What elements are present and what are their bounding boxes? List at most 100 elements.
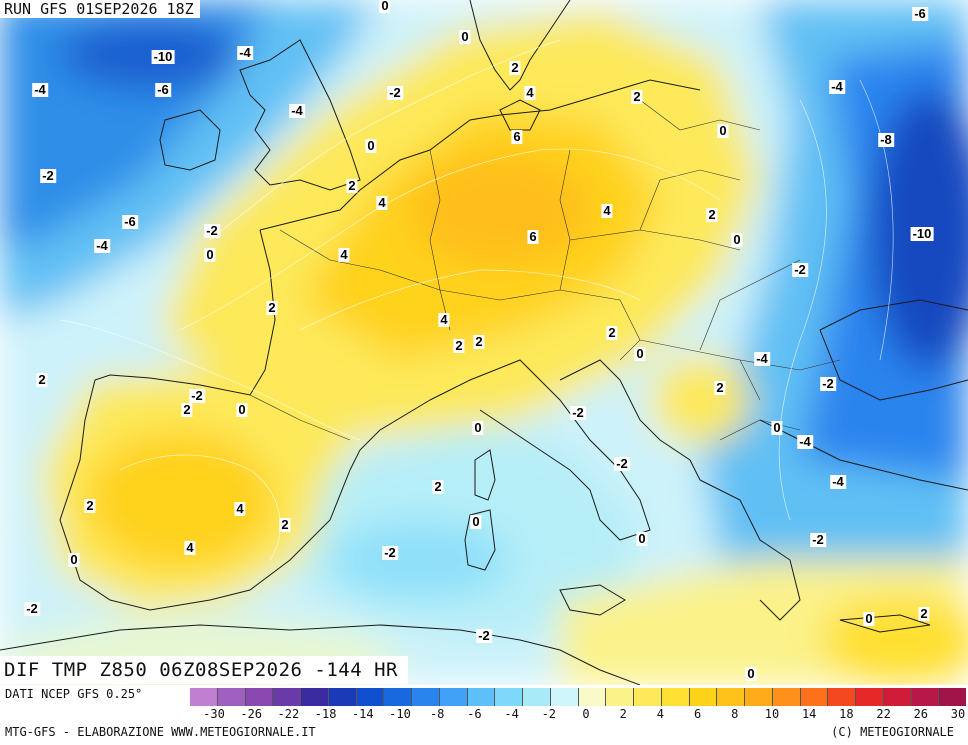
anomaly-value-label: -4 [754,351,770,366]
anomaly-value-label: 0 [636,531,648,546]
anomaly-value-label: -2 [614,456,630,471]
data-source: DATI NCEP GFS 0.25° [5,687,143,701]
anomaly-value-label: 0 [472,420,484,435]
anomaly-value-label: -2 [476,628,492,643]
colorbar-tick-label: 30 [950,707,966,721]
colorbar-tick-label: -10 [389,707,411,721]
anomaly-value-label: -6 [122,214,138,229]
anomaly-value-label: 0 [634,346,646,361]
isolines [59,39,894,561]
colorbar-swatch [800,688,829,706]
anomaly-value-label: -2 [810,532,826,547]
colorbar-tick-label: 10 [764,707,780,721]
colorbar-tick-label: 0 [582,707,590,721]
colorbar-swatch [689,688,718,706]
anomaly-value-label: -2 [204,223,220,238]
anomaly-value-label: 0 [204,247,216,262]
colorbar-tick-label: 4 [656,707,665,721]
colorbar-swatch [495,688,523,706]
anomaly-value-label: -2 [387,85,403,100]
colorbar-tick-label: -2 [541,707,557,721]
anomaly-value-label: -4 [829,79,845,94]
colorbar-swatch [439,688,468,706]
colorbar-tick-label: -14 [351,707,374,721]
anomaly-value-label: 6 [511,129,523,144]
temperature-anomaly-map: -6 0 -4 -10 0 2 -4 -6 4 -2 -4 -4 2 0 6 0 -8 -2 2 4 -6 4 2 -2 6 0-… [0,0,968,685]
anomaly-value-label: -4 [94,238,110,253]
colorbar-swatch [634,688,662,706]
colorbar-tick-label: -4 [504,707,519,721]
anomaly-value-label: 4 [376,195,388,210]
anomaly-value-label: -4 [830,474,846,489]
colorbar-swatch [828,688,856,706]
colorbar-ticks: -30 -26 -22 -18 -14 -10 -8 -6 -4 -2 0 2 4 6 8 10 14 18 22 2… [190,707,966,723]
anomaly-value-label: 4 [601,203,613,218]
anomaly-value-label: -10 [151,49,175,64]
anomaly-value-label: -2 [382,545,398,560]
legend-footer: DATI NCEP GFS 0.25° -30 -26 -22 -18 -14 -10 -8… [0,685,968,745]
colorbar-tick-label: -22 [277,707,300,721]
anomaly-value-label: 4 [338,247,350,262]
anomaly-value-label: 2 [918,606,930,621]
anomaly-value-label: 4 [524,85,536,100]
colorbar-tick-label: 8 [731,707,739,721]
colorbar-swatch [273,688,301,706]
colorbar-swatch [939,688,966,706]
colorbar-swatch [911,688,940,706]
anomaly-value-label: -2 [570,405,586,420]
anomaly-value-label: 6 [527,229,539,244]
anomaly-value-label: 0 [863,611,875,626]
anomaly-value-label: -6 [155,82,171,97]
colorbar-swatch [523,688,551,706]
anomaly-value-label: -4 [237,45,253,60]
anomaly-value-label: 2 [266,300,278,315]
anomaly-value-label: 2 [714,380,726,395]
anomaly-value-label: 2 [706,207,718,222]
anomaly-value-label: 4 [184,540,196,555]
colorbar-swatch [356,688,385,706]
anomaly-value-label: 0 [68,552,80,567]
anomaly-value-label: 0 [379,0,391,13]
anomaly-value-label: 2 [432,479,444,494]
anomaly-value-label: -2 [820,376,836,391]
colorbar-swatch [301,688,329,706]
colorbar-tick-label: 6 [693,707,702,721]
colorbar-swatch [745,688,773,706]
colorbar-swatch [328,688,357,706]
colorbar-tick-label: -26 [240,707,263,721]
colorbar-tick-label: -6 [467,707,482,721]
anomaly-value-label: -10 [910,226,934,241]
colorbar-tick-label: 26 [913,707,929,721]
field-label: DIF TMP Z850 06Z08SEP2026 -144 HR [0,656,408,684]
anomaly-value-label: -8 [878,132,894,147]
credit-text: MTG-GFS - ELABORAZIONE WWW.METEOGIORNALE… [5,725,316,739]
anomaly-value-label: -6 [912,6,928,21]
colorbar-swatch [856,688,884,706]
coastlines [0,0,968,685]
anomaly-value-label: -2 [189,388,205,403]
colorbar-tick-label: 14 [801,707,817,721]
anomaly-value-label: -4 [32,82,48,97]
colorbar-swatch [883,688,912,706]
anomaly-value-label: 2 [631,89,643,104]
country-borders [249,99,841,441]
anomaly-value-label: 2 [509,60,521,75]
anomaly-value-label: 0 [365,138,377,153]
colorbar-tick-label: -8 [429,707,445,721]
colorbar-swatch [190,688,218,706]
copyright-text: (C) METEOGIORNALE [831,725,954,739]
anomaly-value-label: 0 [236,402,248,417]
colorbar-swatch [245,688,274,706]
anomaly-value-label: 0 [731,232,743,247]
colorbar-swatch [217,688,246,706]
anomaly-value-label: 4 [438,312,450,327]
colorbar-swatch [467,688,496,706]
colorbar-swatch [661,688,690,706]
anomaly-value-label: 2 [84,498,96,513]
anomaly-value-label: 0 [470,514,482,529]
colorbar [190,688,966,706]
colorbar-tick-label: 2 [619,707,627,721]
colorbar-tick-label: 18 [839,707,854,721]
anomaly-value-label: 2 [346,178,358,193]
anomaly-value-label: -4 [289,103,305,118]
